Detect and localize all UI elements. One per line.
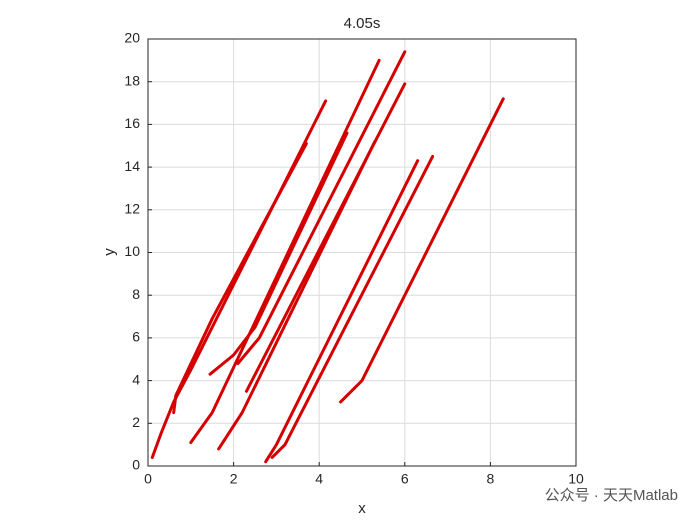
axes-box [147,38,577,467]
trajectory-line [189,58,381,445]
y-tick-label: 0 [132,457,140,473]
y-tick-label: 2 [132,414,140,430]
trajectory-line [208,131,349,376]
y-tick-label: 4 [132,371,140,387]
trajectory-line [264,159,420,464]
trajectory-line [236,50,407,366]
y-tick-label: 14 [124,158,140,174]
x-tick-label: 0 [144,471,152,487]
y-tick-label: 20 [124,30,140,46]
x-tick-label: 8 [487,471,495,487]
y-tick-label: 16 [124,115,140,131]
x-tick-label: 4 [315,471,323,487]
trajectory-line [244,82,407,393]
trajectory-line [217,139,377,451]
x-tick-label: 6 [401,471,409,487]
y-tick-label: 8 [132,286,140,302]
x-tick-label: 10 [568,471,584,487]
trajectory-line [172,142,308,415]
x-axis-label: x [358,500,366,517]
trajectory-line [339,97,505,404]
y-tick-label: 18 [124,72,140,88]
y-tick-label: 12 [124,201,140,217]
y-tick-label: 10 [124,243,140,259]
x-tick-label: 2 [230,471,238,487]
chart-title: 4.05s [344,15,381,32]
y-axis-label: y [101,248,118,256]
trajectory-line [270,154,435,459]
y-tick-label: 6 [132,329,140,345]
watermark: 公众号 · 天天Matlab [545,487,678,504]
